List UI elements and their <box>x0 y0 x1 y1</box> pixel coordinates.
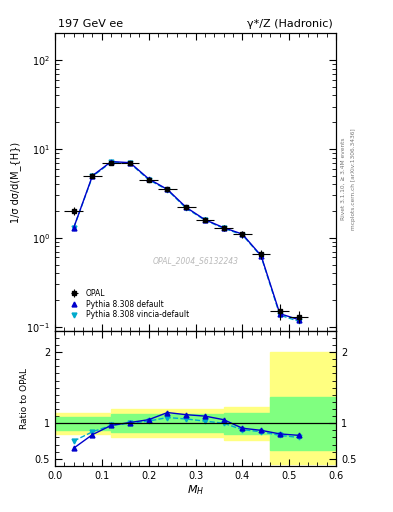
Pythia 8.308 vincia-default <box>259 253 263 259</box>
Bar <box>224 407 270 440</box>
X-axis label: $M_H$: $M_H$ <box>187 483 204 497</box>
Y-axis label: Ratio to OPAL: Ratio to OPAL <box>20 368 29 429</box>
Text: Rivet 3.1.10, ≥ 3.4M events: Rivet 3.1.10, ≥ 3.4M events <box>341 138 346 221</box>
Pythia 8.308 vincia-default <box>202 217 207 223</box>
Text: OPAL_2004_S6132243: OPAL_2004_S6132243 <box>152 257 239 265</box>
Text: γ*/Z (Hadronic): γ*/Z (Hadronic) <box>248 19 333 29</box>
Bar <box>55 417 111 430</box>
Pythia 8.308 default <box>296 316 301 323</box>
Text: mcplots.cern.ch [arXiv:1306.3436]: mcplots.cern.ch [arXiv:1306.3436] <box>351 129 356 230</box>
Pythia 8.308 vincia-default <box>90 174 95 180</box>
Pythia 8.308 default <box>146 176 151 182</box>
Pythia 8.308 default <box>277 311 282 317</box>
Line: Pythia 8.308 default: Pythia 8.308 default <box>71 159 301 322</box>
Bar <box>55 413 111 434</box>
Bar <box>224 413 270 434</box>
Pythia 8.308 default <box>109 159 114 165</box>
Pythia 8.308 vincia-default <box>165 187 170 193</box>
Pythia 8.308 vincia-default <box>184 205 189 211</box>
Pythia 8.308 default <box>240 231 245 237</box>
Legend: OPAL, Pythia 8.308 default, Pythia 8.308 vincia-default: OPAL, Pythia 8.308 default, Pythia 8.308… <box>64 287 191 321</box>
Bar <box>111 409 224 437</box>
Pythia 8.308 default <box>184 204 189 210</box>
Pythia 8.308 default <box>72 225 76 231</box>
Pythia 8.308 default <box>202 217 207 223</box>
Pythia 8.308 vincia-default <box>146 177 151 183</box>
Pythia 8.308 default <box>128 160 132 166</box>
Pythia 8.308 vincia-default <box>277 312 282 318</box>
Pythia 8.308 default <box>259 252 263 259</box>
Pythia 8.308 default <box>221 225 226 231</box>
Pythia 8.308 vincia-default <box>240 232 245 238</box>
Pythia 8.308 default <box>90 173 95 179</box>
Pythia 8.308 vincia-default <box>221 225 226 231</box>
Pythia 8.308 default <box>165 186 170 193</box>
Y-axis label: 1/σ dσ/d(M_{H}): 1/σ dσ/d(M_{H}) <box>10 141 21 223</box>
Text: 197 GeV ee: 197 GeV ee <box>58 19 123 29</box>
Pythia 8.308 vincia-default <box>72 225 76 231</box>
Pythia 8.308 vincia-default <box>296 318 301 324</box>
Bar <box>270 397 336 450</box>
Bar <box>111 414 224 433</box>
Line: Pythia 8.308 vincia-default: Pythia 8.308 vincia-default <box>71 160 301 324</box>
Pythia 8.308 vincia-default <box>128 160 132 166</box>
Bar <box>270 352 336 464</box>
Pythia 8.308 vincia-default <box>109 159 114 165</box>
